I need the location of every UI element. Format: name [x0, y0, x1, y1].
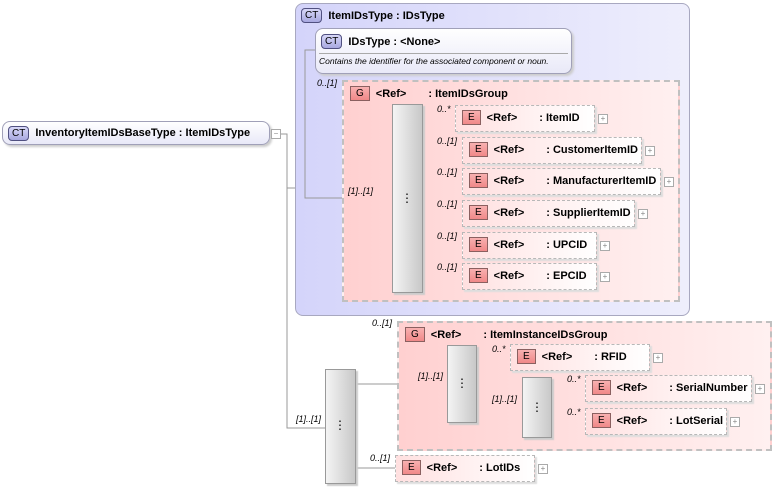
sequence-icon: ⋮	[334, 418, 346, 432]
expand-toggle[interactable]: +	[730, 417, 740, 427]
expand-toggle[interactable]: +	[664, 177, 674, 187]
expand-toggle[interactable]: +	[538, 464, 548, 474]
root-name: InventoryItemIDsBaseType	[35, 127, 176, 139]
expand-toggle[interactable]: +	[600, 272, 610, 282]
element-icon: E	[592, 380, 611, 395]
element-icon: E	[469, 173, 488, 188]
sequence-icon: ⋮	[531, 400, 543, 414]
sequence-icon: ⋮	[456, 376, 468, 390]
element-icon: E	[462, 110, 481, 125]
element-box[interactable]: E <Ref>: ManufacturerItemID	[462, 168, 661, 195]
complex-type-icon: CT	[8, 125, 30, 141]
group-icon: G	[350, 86, 370, 101]
element-icon: E	[517, 349, 536, 364]
cardinality: 0..[1]	[437, 167, 458, 177]
element-icon: E	[469, 142, 488, 157]
element-icon: E	[469, 237, 488, 252]
itemidstype-title: CT ItemIDsType : IDsType	[301, 8, 445, 23]
idstype-description: Contains the identifier for the associat…	[319, 53, 568, 66]
cardinality: 0..*	[567, 407, 581, 417]
cardinality: 0..*	[492, 344, 506, 354]
element-name: LotSerial	[675, 414, 724, 427]
element-box[interactable]: E <Ref>: EPCID	[462, 263, 597, 290]
element-name: EPCID	[552, 269, 587, 282]
sequence-compositor: ⋮	[325, 369, 356, 484]
root-type: ItemIDsType	[185, 127, 251, 139]
cardinality: 0..[1]	[317, 78, 338, 88]
expand-toggle[interactable]: +	[653, 353, 663, 363]
cardinality: [1]..[1]	[348, 186, 374, 196]
cardinality: 0..*	[437, 104, 451, 114]
element-box[interactable]: E <Ref>: SerialNumber	[585, 375, 752, 402]
complex-type-icon: CT	[301, 8, 323, 23]
element-icon: E	[402, 460, 421, 475]
cardinality: 0..[1]	[437, 199, 458, 209]
element-name: LotIDs	[485, 461, 521, 474]
sequence-icon: ⋮	[401, 191, 413, 205]
expand-toggle[interactable]: +	[645, 146, 655, 156]
expand-toggle[interactable]: +	[598, 114, 608, 124]
sequence-compositor: ⋮	[447, 345, 477, 423]
expand-toggle[interactable]: +	[755, 384, 765, 394]
element-name: CustomerItemID	[552, 143, 638, 156]
element-icon: E	[592, 413, 611, 428]
element-name: ManufacturerItemID	[552, 174, 657, 187]
expand-toggle[interactable]: +	[638, 209, 648, 219]
element-name: RFID	[600, 350, 627, 363]
cardinality: [1]..[1]	[418, 371, 444, 381]
cardinality: 0..[1]	[372, 318, 393, 328]
element-name: SerialNumber	[675, 381, 748, 394]
element-box[interactable]: E <Ref>: LotIDs	[395, 455, 535, 482]
element-name: UPCID	[552, 238, 588, 251]
element-icon: E	[469, 268, 488, 283]
cardinality: 0..*	[567, 374, 581, 384]
element-box[interactable]: E <Ref>: RFID	[510, 344, 650, 371]
cardinality: [1]..[1]	[492, 394, 518, 404]
expand-toggle[interactable]: +	[600, 241, 610, 251]
sequence-compositor: ⋮	[522, 377, 552, 438]
complex-type-icon: CT	[321, 34, 343, 49]
element-box[interactable]: E <Ref>: SupplierItemID	[462, 200, 635, 227]
cardinality: [1]..[1]	[296, 414, 322, 424]
element-box[interactable]: E <Ref>: LotSerial	[585, 408, 727, 435]
element-name: SupplierItemID	[552, 206, 631, 219]
cardinality: 0..[1]	[437, 231, 458, 241]
cardinality: 0..[1]	[370, 453, 391, 463]
collapse-toggle[interactable]: −	[271, 129, 281, 139]
element-icon: E	[469, 205, 488, 220]
root-type-box[interactable]: CT InventoryItemIDsBaseType : ItemIDsTyp…	[2, 121, 270, 145]
group-icon: G	[405, 327, 425, 342]
element-box[interactable]: E <Ref>: CustomerItemID	[462, 137, 642, 164]
sequence-compositor: ⋮	[392, 104, 423, 293]
element-box[interactable]: E <Ref>: UPCID	[462, 232, 597, 259]
cardinality: 0..[1]	[437, 262, 458, 272]
idstype-box[interactable]: CT IDsType : <None> Contains the identif…	[315, 28, 572, 74]
element-name: ItemID	[545, 111, 580, 124]
cardinality: 0..[1]	[437, 136, 458, 146]
element-box[interactable]: E <Ref>: ItemID	[455, 105, 595, 132]
